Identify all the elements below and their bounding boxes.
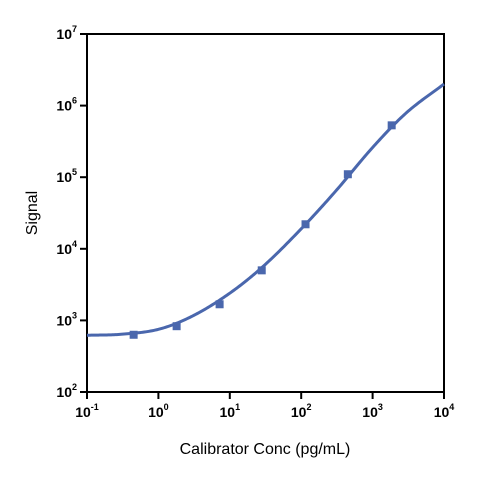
data-points: [129, 121, 396, 339]
data-point: [172, 322, 181, 331]
y-tick-exponent: 6: [72, 96, 77, 106]
y-tick-label: 106: [56, 96, 77, 114]
x-tick-exponent: 3: [378, 402, 383, 412]
x-tick-base: 10: [75, 404, 91, 420]
data-point: [129, 330, 138, 339]
x-axis-ticks: 10-1 100 101 102 103 104: [75, 392, 454, 420]
y-tick-label: 104: [56, 239, 77, 257]
x-tick-label: 102: [291, 402, 312, 420]
x-tick-exponent: 0: [164, 402, 169, 412]
y-tick-label: 105: [56, 167, 77, 185]
data-point: [301, 220, 310, 229]
y-tick-base: 10: [56, 384, 72, 400]
y-tick-exponent: 3: [72, 310, 77, 320]
x-tick-base: 10: [220, 404, 236, 420]
y-tick-base: 10: [56, 312, 72, 328]
data-point: [343, 170, 352, 179]
x-tick-base: 10: [434, 404, 450, 420]
y-axis-title: Signal: [24, 191, 41, 235]
x-tick-label: 10-1: [75, 402, 99, 420]
y-tick-exponent: 2: [72, 382, 77, 392]
x-tick-label: 101: [220, 402, 241, 420]
x-tick-base: 10: [362, 404, 378, 420]
x-tick-exponent: 2: [306, 402, 311, 412]
y-tick-base: 10: [56, 26, 72, 42]
x-tick-exponent: 1: [235, 402, 240, 412]
x-tick-base: 10: [291, 404, 307, 420]
data-point: [387, 121, 396, 130]
x-axis-title: Calibrator Conc (pg/mL): [180, 441, 351, 458]
y-tick-exponent: 4: [72, 239, 77, 249]
y-tick-exponent: 7: [72, 24, 77, 34]
y-tick-base: 10: [56, 241, 72, 257]
x-tick-label: 100: [148, 402, 169, 420]
y-tick-label: 103: [56, 310, 77, 328]
y-tick-base: 10: [56, 169, 72, 185]
data-point: [257, 266, 266, 275]
x-tick-label: 104: [434, 402, 455, 420]
data-point: [215, 300, 224, 309]
fit-curve: [86, 82, 445, 337]
x-tick-label: 103: [362, 402, 383, 420]
y-tick-label: 107: [56, 24, 77, 42]
y-tick-exponent: 5: [72, 167, 77, 177]
plot-area: [86, 33, 445, 393]
y-tick-base: 10: [56, 98, 72, 114]
x-tick-exponent: 4: [449, 402, 454, 412]
x-tick-base: 10: [148, 404, 164, 420]
y-tick-label: 102: [56, 382, 77, 400]
x-tick-exponent: -1: [91, 402, 99, 412]
